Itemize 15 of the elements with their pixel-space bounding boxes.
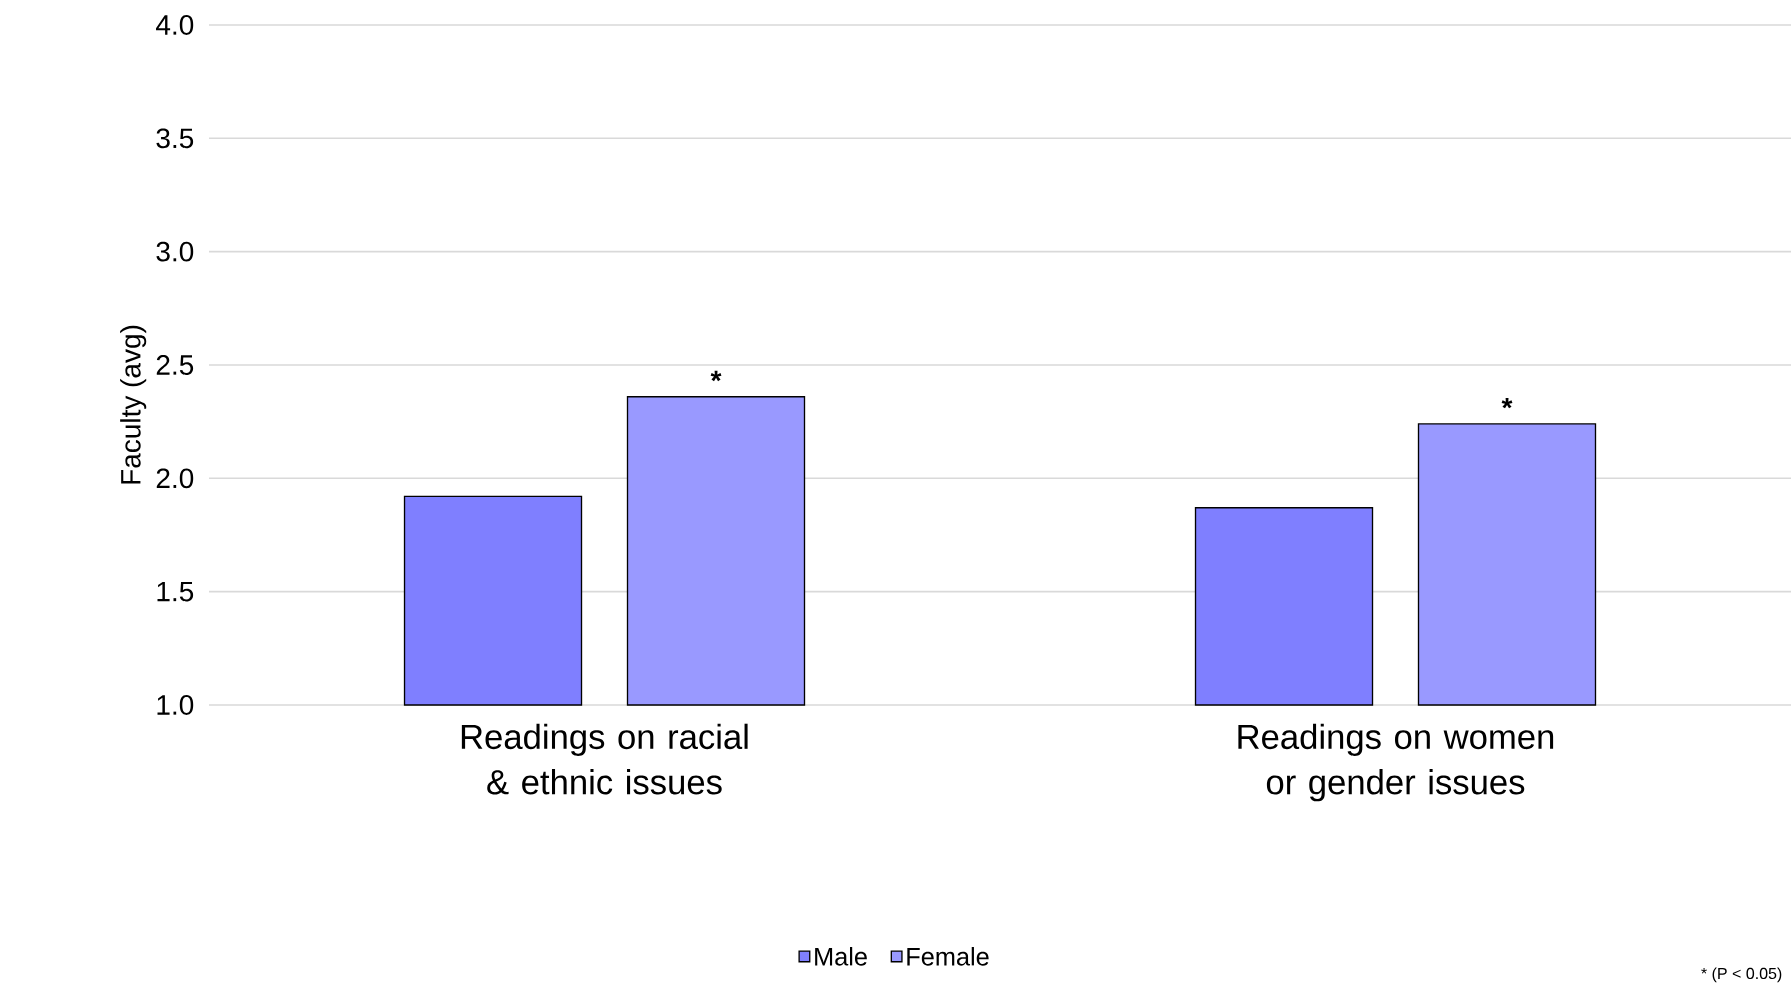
x-tick-label: Readings on women or gender issues <box>1238 723 1554 802</box>
y-tick-label: 4.0 <box>156 15 194 35</box>
annotation: * <box>1501 397 1513 409</box>
y-tick-label: 3.5 <box>156 128 194 149</box>
y-tick-label: 2.5 <box>156 355 194 375</box>
y-tick-label: 2.0 <box>156 468 194 489</box>
annotation: * <box>710 370 722 382</box>
text: * (P < 0.05) <box>1701 967 1782 983</box>
x-tick-label: Readings on racial & ethnic issues <box>461 723 748 795</box>
legend-label: Male <box>815 947 867 966</box>
y-tick-label: 1.0 <box>157 695 194 715</box>
y-tick-label: 3.0 <box>156 241 194 262</box>
y-tick-label: 1.5 <box>157 581 194 602</box>
legend-label: Female <box>907 947 989 966</box>
y-axis-title: Faculty (avg) <box>120 325 147 484</box>
